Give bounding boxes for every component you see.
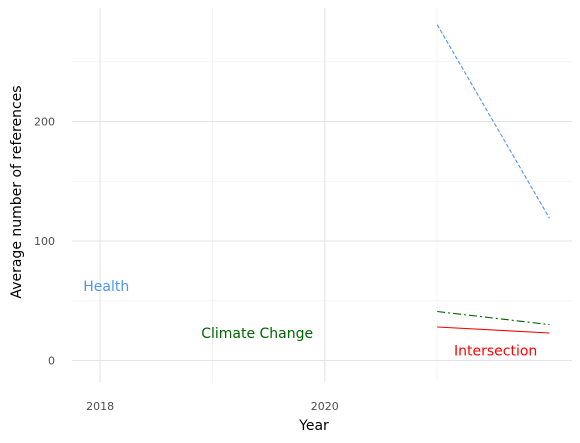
series-label-climate-change: Climate Change bbox=[201, 326, 313, 342]
x-axis-title: Year bbox=[298, 418, 329, 434]
series-label-health: Health bbox=[83, 279, 129, 295]
series-line-health bbox=[436, 24, 550, 219]
series-lines bbox=[436, 24, 550, 334]
y-tick-label: 200 bbox=[34, 116, 55, 129]
y-tick-label: 0 bbox=[48, 354, 55, 367]
x-tick-label: 2018 bbox=[86, 400, 114, 413]
y-axis-ticks: 0 100 200 bbox=[34, 116, 55, 368]
y-tick-label: 100 bbox=[34, 235, 55, 248]
major-gridlines bbox=[72, 8, 572, 382]
series-labels: Health Climate Change Intersection bbox=[83, 279, 537, 360]
y-axis-title: Average number of references bbox=[9, 85, 25, 298]
x-tick-label: 2020 bbox=[311, 400, 339, 413]
x-axis-ticks: 2018 2020 bbox=[86, 400, 339, 413]
series-line-intersection bbox=[437, 326, 550, 334]
minor-gridlines bbox=[72, 8, 572, 382]
series-label-intersection: Intersection bbox=[454, 344, 537, 360]
series-line-climate-change bbox=[437, 310, 550, 326]
